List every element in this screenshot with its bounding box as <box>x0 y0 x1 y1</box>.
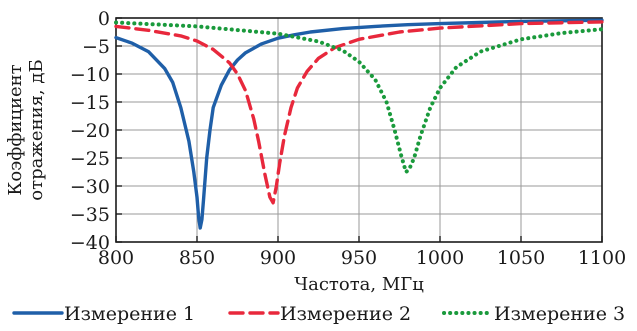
y-tick-label: 0 <box>98 8 110 30</box>
y-tick-label: −40 <box>70 232 110 254</box>
legend-label-3: Измерение 3 <box>494 303 625 325</box>
y-axis-title-line-1: Коэффициент <box>5 64 26 195</box>
y-tick-label: −15 <box>70 92 110 114</box>
x-tick-label: 850 <box>179 247 215 269</box>
x-tick-label: 1050 <box>497 247 545 269</box>
y-tick-label: −5 <box>82 36 110 58</box>
grid <box>116 18 602 242</box>
y-tick-label: −10 <box>70 64 110 86</box>
x-tick-label: 1100 <box>578 247 626 269</box>
legend-label-1: Измерение 1 <box>64 303 195 325</box>
y-tick-label: −25 <box>70 148 110 170</box>
x-tick-label: 950 <box>341 247 377 269</box>
series-line-3 <box>114 20 604 174</box>
x-tick-label: 900 <box>260 247 296 269</box>
series-line-2 <box>114 20 604 205</box>
series-line-1 <box>114 18 604 230</box>
y-tick-label: −35 <box>70 204 110 226</box>
y-axis-title-line-2: отражения, дБ <box>26 59 47 200</box>
x-axis-title: Частота, МГц <box>294 274 424 295</box>
y-tick-label: −30 <box>70 176 110 198</box>
axis-ticks: 800 850 900 950 1000 1050 1100 0 −5 −10 −15 −20 −25 −… <box>70 8 626 269</box>
legend-label-2: Измерение 2 <box>280 303 411 325</box>
x-tick-label: 1000 <box>416 247 464 269</box>
y-tick-label: −20 <box>70 120 110 142</box>
x-tick-label: 800 <box>98 247 134 269</box>
series-lines <box>114 18 604 230</box>
legend: Измерение 1 Измерение 2 Измерение 3 <box>12 303 625 325</box>
